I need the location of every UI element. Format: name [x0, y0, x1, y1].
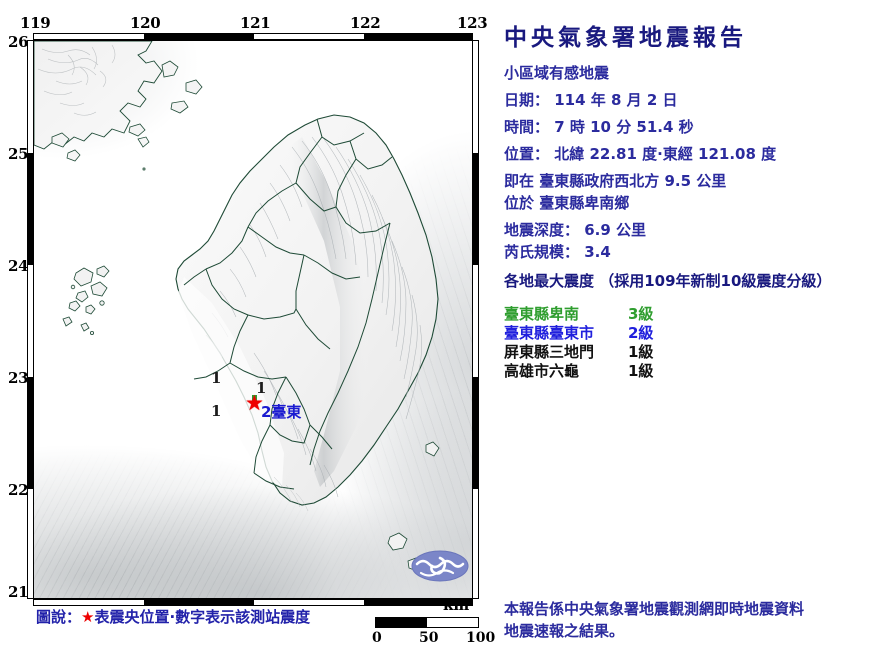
taiwan-island: [175, 114, 440, 506]
intensity-row-2: 臺東縣臺東市 2級: [504, 322, 653, 343]
y-axis-tick-25: 25: [8, 145, 29, 163]
y-axis-tick-26: 26: [8, 33, 29, 51]
intensity-place: 臺東縣臺東市: [504, 324, 595, 342]
cwa-wave-logo-icon: [411, 550, 469, 582]
y-axis-tick-24: 24: [8, 257, 29, 275]
intensity-row-3: 屏東縣三地門 1級: [504, 341, 653, 362]
station-intensity-1-c: 1: [256, 379, 267, 397]
station-intensity-1-a: 1: [211, 369, 222, 387]
map-legend: 圖說：★表震央位置·數字表示該測站震度: [36, 606, 310, 627]
scale-tick-50: 50: [419, 630, 439, 646]
map-vector-layer: [34, 41, 440, 572]
city-label-taitung: 2臺東: [261, 403, 302, 421]
x-axis-tick-121: 121: [240, 14, 271, 32]
legend-star-icon: ★: [81, 608, 95, 626]
report-footer-line-2: 地震速報之結果。: [504, 622, 625, 640]
page-title: 中央氣象署地震報告: [504, 25, 747, 51]
x-axis-tick-122: 122: [350, 14, 381, 32]
x-axis-tick-119: 119: [20, 14, 51, 32]
scale-tick-100: 100: [466, 630, 496, 646]
mainland-china: [34, 41, 203, 171]
report-region: 位於 臺東縣卑南鄉: [504, 194, 630, 212]
map-canvas[interactable]: 1 1 1 ★ 2臺東: [33, 40, 473, 599]
report-location: 位置： 北緯 22.81 度·東經 121.08 度: [504, 145, 777, 163]
intensity-place: 臺東縣卑南: [504, 305, 580, 323]
y-axis-tick-21: 21: [8, 583, 29, 601]
county-boundaries: [183, 118, 393, 490]
intensity-place: 高雄市六龜: [504, 362, 580, 380]
station-intensity-1-b: 1: [211, 402, 222, 420]
station-intensity-3-marker: [252, 395, 257, 402]
report-relative-pos: 即在 臺東縣政府西北方 9.5 公里: [504, 172, 727, 190]
y-axis-tick-23: 23: [8, 369, 29, 387]
intensity-place: 屏東縣三地門: [504, 343, 595, 361]
graticule-bar-right: [472, 40, 479, 599]
intensity-level: 2級: [628, 324, 654, 342]
epicenter-star-icon: ★: [245, 391, 264, 415]
report-footer-line-1: 本報告係中央氣象署地震觀測網即時地震資料: [504, 600, 805, 618]
legend-description: 表震央位置·數字表示該測站震度: [94, 608, 311, 626]
report-depth: 地震深度： 6.9 公里: [504, 221, 647, 239]
intensity-section-heading: 各地最大震度 （採用109年新制10級震度分級）: [504, 272, 832, 290]
intensity-level: 3級: [628, 305, 654, 323]
report-panel: 中央氣象署地震報告 小區域有感地震 日期： 114 年 8 月 2 日 時間： …: [488, 0, 880, 660]
intensity-row-4: 高雄市六龜 1級: [504, 360, 653, 381]
report-magnitude: 芮氏規模： 3.4: [504, 243, 611, 261]
report-date: 日期： 114 年 8 月 2 日: [504, 91, 678, 109]
report-time: 時間： 7 時 10 分 51.4 秒: [504, 118, 694, 136]
report-subtitle: 小區域有感地震: [504, 64, 610, 82]
penghu-islands: [62, 265, 110, 335]
intensity-level: 1級: [628, 362, 654, 380]
intensity-level: 1級: [628, 343, 654, 361]
intensity-row-1: 臺東縣卑南 3級: [504, 303, 653, 324]
map-panel: 119 120 121 122 123 26 25 24 23 22 21: [8, 14, 495, 646]
scale-unit-label: km: [443, 596, 470, 614]
graticule-bar-bottom: [33, 599, 473, 606]
relief-hatching: [205, 136, 422, 498]
scale-tick-0: 0: [372, 630, 382, 646]
scale-bar: [375, 617, 479, 628]
legend-prefix: 圖說：: [36, 608, 82, 626]
y-axis-tick-22: 22: [8, 481, 29, 499]
x-axis-tick-120: 120: [130, 14, 161, 32]
graticule-bar-top: [33, 33, 473, 40]
x-axis-tick-123: 123: [457, 14, 488, 32]
